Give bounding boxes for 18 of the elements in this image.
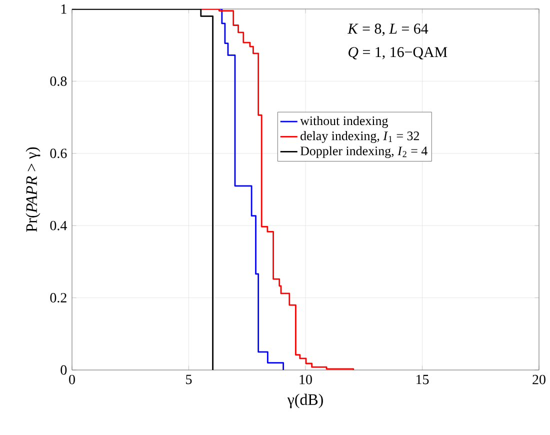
y-tick-label: 0.8 — [50, 76, 67, 86]
x-tick-label: 20 — [532, 374, 546, 384]
x-tick-label: 15 — [416, 374, 429, 384]
y-tick-label: 0.2 — [50, 293, 66, 303]
legend-label: without indexing — [300, 116, 388, 128]
x-tick-label: 5 — [186, 374, 192, 384]
y-tick-label: 0 — [60, 365, 67, 375]
annotation: Q = 1, 16−QAM — [348, 47, 448, 60]
x-tick-label: 10 — [300, 374, 312, 384]
y-tick-label: 0.4 — [50, 220, 67, 230]
legend-label: delay indexing, I$_{1}$ = 32 — [300, 131, 420, 143]
x-axis-title: γ(dB) — [287, 394, 323, 408]
y-tick-label: 1 — [61, 4, 66, 14]
y-axis-title: Pr(PAPR > γ) — [26, 147, 40, 232]
legend-label: Doppler indexing, I$_{2}$ = 4 — [300, 146, 428, 158]
x-tick-label: 0 — [69, 374, 75, 384]
y-tick-label: 0.6 — [50, 148, 67, 158]
annotation: K = 8, L = 64 — [348, 24, 428, 36]
